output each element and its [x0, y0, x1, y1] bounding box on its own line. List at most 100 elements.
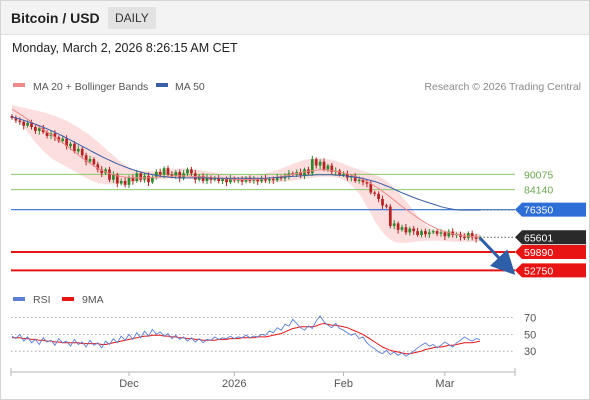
candle-body: [162, 168, 166, 175]
candle-body: [377, 193, 380, 199]
candle-body: [178, 172, 182, 179]
level-tag-76350: [515, 202, 586, 217]
candle: [392, 220, 396, 230]
candle-body: [158, 172, 162, 175]
candle-body: [361, 179, 365, 183]
legend-label-9ma: 9MA: [82, 294, 104, 306]
candle: [186, 167, 189, 176]
candle: [427, 229, 431, 238]
candle: [100, 166, 104, 178]
candle: [34, 125, 37, 134]
candle: [310, 155, 314, 176]
level-label-76350: 76350: [524, 205, 553, 217]
candle-body: [318, 161, 322, 166]
candle-body: [65, 138, 68, 147]
candle-body: [174, 172, 178, 176]
candle-body: [365, 182, 369, 184]
candle-body: [264, 178, 267, 181]
candle-body: [392, 223, 396, 226]
candle: [424, 228, 427, 238]
candle-body: [236, 179, 240, 181]
timeframe-badge[interactable]: DAILY: [108, 7, 156, 29]
candle: [416, 227, 419, 237]
candle: [80, 147, 84, 159]
candle: [314, 157, 318, 169]
candle-body: [404, 227, 408, 233]
ma20-line: [11, 108, 480, 238]
candle: [84, 152, 88, 166]
candle-body: [353, 175, 357, 181]
candle-body: [217, 178, 221, 181]
candle-body: [408, 228, 412, 233]
candle: [463, 233, 466, 240]
candle-body: [268, 178, 271, 181]
candle-body: [108, 169, 111, 180]
candle-body: [388, 206, 392, 226]
candle: [139, 171, 143, 183]
candle-body: [478, 237, 482, 239]
candle: [96, 161, 100, 173]
candle-body: [369, 183, 373, 193]
candle: [299, 168, 302, 179]
candle: [408, 226, 412, 236]
candle: [147, 172, 150, 187]
candle-body: [357, 179, 361, 181]
candle-body: [92, 159, 96, 165]
candle-body: [76, 148, 80, 152]
legend-label-rsi: RSI: [33, 294, 51, 306]
candle-body: [256, 179, 260, 182]
level-label-90075: 90075: [524, 169, 553, 181]
candle: [435, 228, 439, 237]
candle-body: [100, 169, 104, 174]
candle: [131, 174, 135, 185]
candle-body: [131, 177, 135, 181]
candle: [420, 229, 423, 238]
candle: [330, 163, 334, 176]
candle: [92, 157, 96, 167]
legend-swatch-rsi: [13, 297, 25, 301]
candle-body: [373, 192, 377, 194]
candle: [322, 158, 326, 172]
candle-body: [342, 173, 345, 175]
level-label-59890: 59890: [524, 247, 553, 259]
candle-body: [400, 227, 404, 230]
candle: [166, 165, 170, 177]
candle: [104, 167, 107, 176]
candle: [119, 178, 123, 186]
last-price-label: 65601: [524, 232, 553, 244]
candle-body: [287, 173, 291, 176]
candle-body: [154, 172, 158, 178]
candle: [190, 166, 193, 177]
candle-body: [221, 179, 224, 181]
candle-body: [166, 168, 170, 175]
candle-body: [420, 231, 423, 235]
legend-label-bollinger: MA 20 + Bollinger Bands: [33, 81, 148, 93]
candle-body: [147, 175, 150, 183]
candle-body: [330, 165, 334, 172]
candle: [396, 221, 400, 234]
candle-body: [41, 128, 45, 133]
candle-body: [229, 178, 232, 183]
candle-body: [435, 231, 439, 234]
candle: [76, 145, 80, 154]
candle: [112, 171, 115, 183]
candle-body: [381, 199, 384, 206]
candle: [151, 175, 154, 185]
candle-body: [123, 181, 127, 185]
candle-body: [45, 132, 49, 136]
legend-swatch-9ma: [62, 297, 74, 301]
candle-body: [73, 143, 76, 152]
x-tick-2026: 2026: [222, 378, 246, 390]
ma50-line: [11, 116, 480, 211]
candle: [14, 115, 18, 124]
candle-body: [201, 175, 205, 181]
candle-body: [190, 169, 193, 174]
candle: [318, 159, 322, 170]
candle: [22, 120, 26, 130]
candle-body: [252, 179, 256, 181]
candle-body: [69, 143, 72, 147]
candle-body: [18, 120, 22, 122]
level-tag-59890: [515, 244, 586, 259]
candle-body: [260, 178, 263, 182]
candle: [381, 195, 384, 210]
